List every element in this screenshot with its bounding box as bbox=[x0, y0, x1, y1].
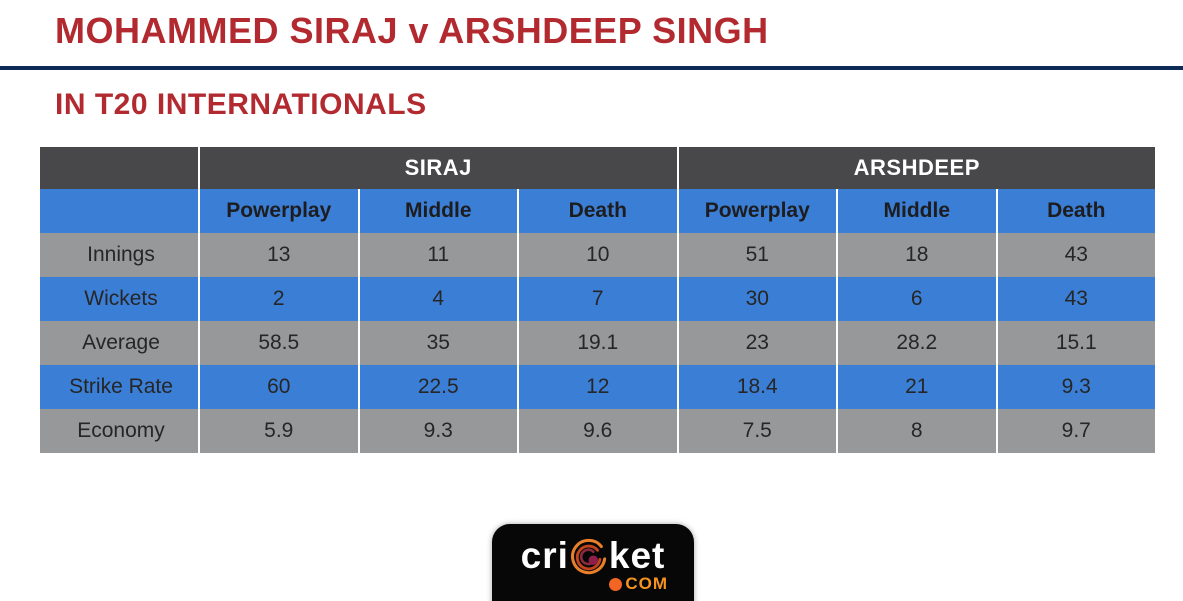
row-label-innings: Innings bbox=[40, 233, 198, 277]
group-header-arshdeep: ARSHDEEP bbox=[676, 147, 1155, 189]
table-cell: 15.1 bbox=[995, 321, 1155, 365]
stats-table: SIRAJ ARSHDEEP Powerplay Middle Death Po… bbox=[40, 147, 1155, 453]
table-cell: 51 bbox=[676, 233, 836, 277]
table-cell: 7.5 bbox=[676, 409, 836, 453]
logo-wordmark: cri ket bbox=[492, 536, 694, 576]
title-divider-rule bbox=[0, 66, 1183, 70]
table-cell: 7 bbox=[517, 277, 677, 321]
table-cell: 9.3 bbox=[357, 409, 517, 453]
table-cell: 43 bbox=[995, 233, 1155, 277]
table-cell: 60 bbox=[198, 365, 358, 409]
table-cell: 6 bbox=[836, 277, 996, 321]
table-cell: 18.4 bbox=[676, 365, 836, 409]
column-header: Powerplay bbox=[676, 189, 836, 233]
table-cell: 11 bbox=[357, 233, 517, 277]
group-header-siraj: SIRAJ bbox=[198, 147, 677, 189]
logo-text-prefix: cri bbox=[520, 535, 569, 576]
column-header: Death bbox=[517, 189, 677, 233]
row-label-wickets: Wickets bbox=[40, 277, 198, 321]
table-cell: 9.3 bbox=[995, 365, 1155, 409]
column-header: Powerplay bbox=[198, 189, 358, 233]
table-cell: 43 bbox=[995, 277, 1155, 321]
cricket-ball-swirl-icon bbox=[570, 538, 607, 575]
table-cell: 35 bbox=[357, 321, 517, 365]
logo-dot-icon bbox=[609, 577, 623, 591]
table-cell: 4 bbox=[357, 277, 517, 321]
row-label-economy: Economy bbox=[40, 409, 198, 453]
table-cell: 12 bbox=[517, 365, 677, 409]
table-cell: 13 bbox=[198, 233, 358, 277]
table-cell: 9.6 bbox=[517, 409, 677, 453]
logo-tld: COM bbox=[609, 574, 668, 594]
table-cell: 23 bbox=[676, 321, 836, 365]
logo-text-suffix: ket bbox=[608, 535, 666, 576]
column-header: Death bbox=[995, 189, 1155, 233]
table-cell: 18 bbox=[836, 233, 996, 277]
row-label-average: Average bbox=[40, 321, 198, 365]
table-cell: 58.5 bbox=[198, 321, 358, 365]
row-label-strike-rate: Strike Rate bbox=[40, 365, 198, 409]
table-cell: 10 bbox=[517, 233, 677, 277]
column-header: Middle bbox=[836, 189, 996, 233]
page-title: MOHAMMED SIRAJ v ARSHDEEP SINGH bbox=[55, 10, 769, 51]
table-cell: 9.7 bbox=[995, 409, 1155, 453]
table-cell: 22.5 bbox=[357, 365, 517, 409]
table-cell: 19.1 bbox=[517, 321, 677, 365]
table-cell: 28.2 bbox=[836, 321, 996, 365]
page-subtitle: IN T20 INTERNATIONALS bbox=[55, 88, 427, 121]
table-cell: 5.9 bbox=[198, 409, 358, 453]
table-cell: 21 bbox=[836, 365, 996, 409]
table-cell: 30 bbox=[676, 277, 836, 321]
logo-tld-text: COM bbox=[625, 574, 668, 593]
table-corner-cell bbox=[40, 147, 198, 189]
table-cell: 8 bbox=[836, 409, 996, 453]
table-cell: 2 bbox=[198, 277, 358, 321]
cricket-com-logo: cri ket COM bbox=[492, 524, 694, 601]
column-header: Middle bbox=[357, 189, 517, 233]
phase-header-spacer bbox=[40, 189, 198, 233]
